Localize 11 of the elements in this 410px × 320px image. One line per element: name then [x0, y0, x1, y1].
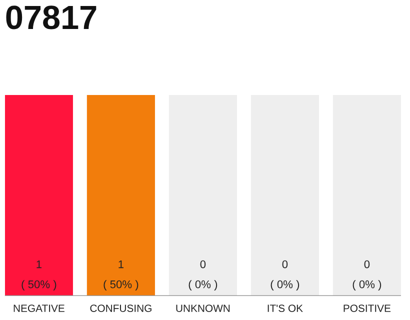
x-tick-label: NEGATIVE	[14, 304, 64, 312]
annotation: 0 ( 0% )	[270, 260, 300, 290]
chart-title: 07817	[6, 6, 96, 30]
x-tick-label: CONFUSING	[90, 304, 152, 312]
annotation: 1 ( 50% )	[22, 260, 56, 290]
annotation: 0 ( 0% )	[352, 260, 382, 290]
x-tick-label: UNKNOWN	[176, 304, 230, 312]
annotation: 0 ( 0% )	[188, 260, 218, 290]
x-tick-label: POSITIVE	[344, 304, 391, 312]
x-tick-label: IT'S OK	[268, 304, 303, 312]
annotation: 1 ( 50% )	[104, 260, 138, 290]
